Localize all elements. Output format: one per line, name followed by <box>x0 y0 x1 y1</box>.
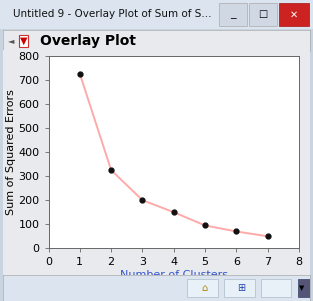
Text: ⌂: ⌂ <box>201 283 207 293</box>
Y-axis label: Sum of Squared Errors: Sum of Squared Errors <box>6 89 16 215</box>
Bar <box>224 279 255 297</box>
Text: ✕: ✕ <box>290 9 298 19</box>
Text: ⊞: ⊞ <box>237 283 245 293</box>
Text: ▼: ▼ <box>299 285 305 291</box>
Bar <box>219 3 247 26</box>
Text: Untitled 9 - Overlay Plot of Sum of S...: Untitled 9 - Overlay Plot of Sum of S... <box>13 9 211 19</box>
Text: □: □ <box>258 9 268 19</box>
Text: ◄: ◄ <box>8 36 14 45</box>
Text: ▼: ▼ <box>20 36 28 46</box>
Text: _: _ <box>230 9 236 19</box>
Bar <box>187 279 218 297</box>
X-axis label: Number of Clusters: Number of Clusters <box>120 270 228 280</box>
Bar <box>249 3 277 26</box>
Bar <box>261 279 291 297</box>
Bar <box>298 279 313 297</box>
Bar <box>279 3 309 26</box>
Text: Overlay Plot: Overlay Plot <box>40 34 136 48</box>
